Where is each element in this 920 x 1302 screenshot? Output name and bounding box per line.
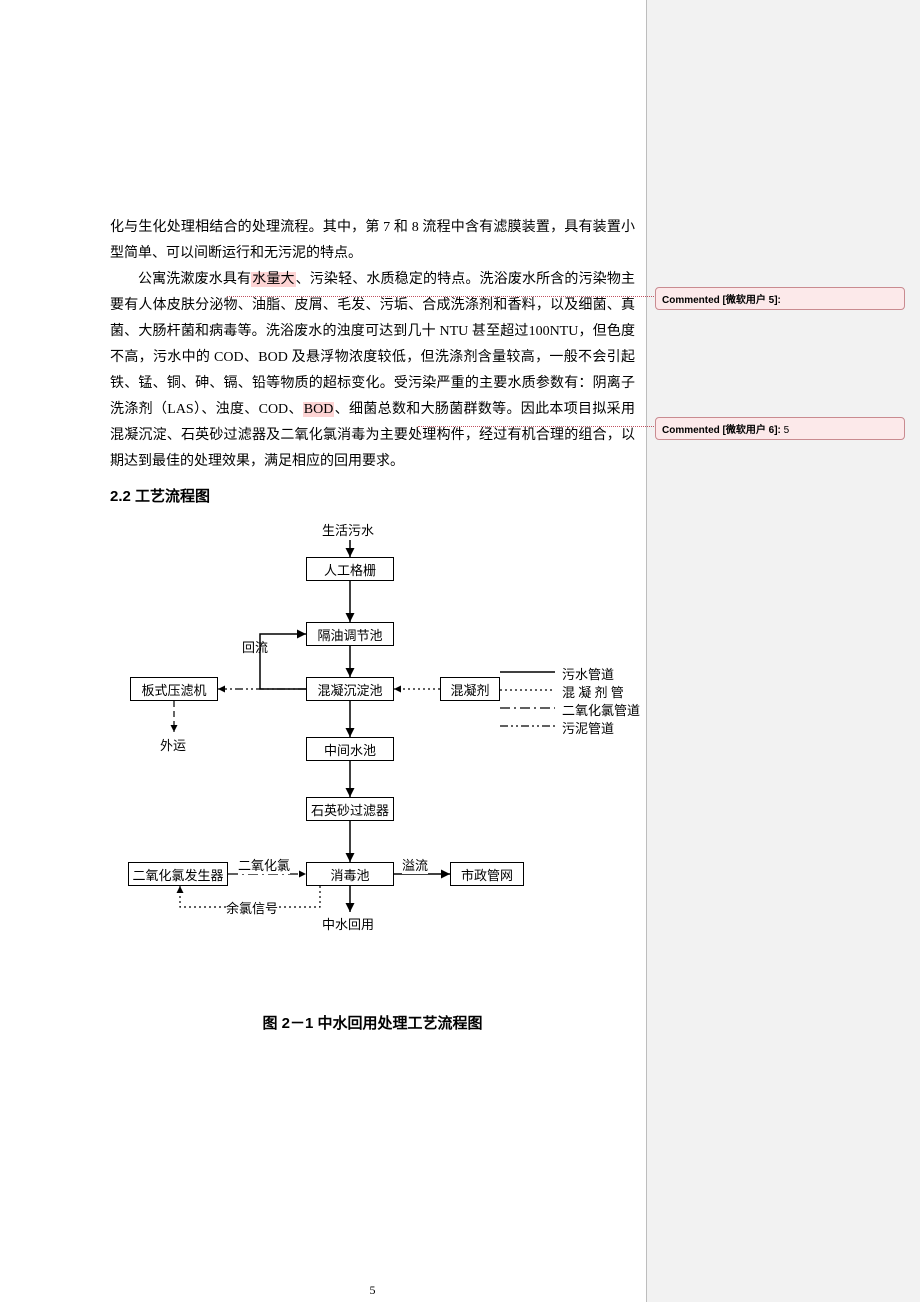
node-quartz: 石英砂过滤器 [306,797,394,821]
legend-3: 二氧化氯管道 [562,700,640,719]
highlight-1: 水量大 [251,272,295,287]
p2-pre: 公寓洗漱废水具有 [138,272,251,287]
label-signal: 余氯信号 [226,898,278,917]
node-oil-tank: 隔油调节池 [306,622,394,646]
node-disinfect: 消毒池 [306,862,394,886]
flowchart: 生活污水 人工格栅 隔油调节池 混凝沉淀池 中间水池 石英砂过滤器 消毒池 板式… [110,512,635,982]
comment-margin: Commented [微软用户 5]: Commented [微软用户 6]: … [646,0,920,1302]
flow-end: 中水回用 [322,914,374,933]
comment-6-text: 5 [781,425,789,436]
comment-6[interactable]: Commented [微软用户 6]: 5 [655,417,905,440]
p2-mid: 、污染轻、水质稳定的特点。洗浴废水所含的污染物主要有人体皮肤分泌物、油脂、皮屑、… [110,272,635,417]
section-title: 2.2 工艺流程图 [110,485,635,506]
label-clo2: 二氧化氯 [238,855,290,874]
highlight-2: BOD [303,402,335,417]
label-overflow: 溢流 [402,855,428,874]
flow-start: 生活污水 [322,520,374,539]
page-content: 化与生化处理相结合的处理流程。其中，第 7 和 8 流程中含有滤膜装置，具有装置… [110,215,635,1033]
paragraph-2: 公寓洗漱废水具有水量大、污染轻、水质稳定的特点。洗浴废水所含的污染物主要有人体皮… [110,267,635,475]
node-coagulant: 混凝剂 [440,677,500,701]
figure-caption: 图 2－1 中水回用处理工艺流程图 [110,1012,635,1033]
paragraph-1: 化与生化处理相结合的处理流程。其中，第 7 和 8 流程中含有滤膜装置，具有装置… [110,215,635,267]
node-coag: 混凝沉淀池 [306,677,394,701]
comment-6-label: Commented [微软用户 6]: [662,425,781,436]
node-municipal: 市政管网 [450,862,524,886]
comment-5-label: Commented [微软用户 5]: [662,295,781,306]
label-export: 外运 [160,735,186,754]
legend-4: 污泥管道 [562,718,614,737]
legend-2: 混 凝 剂 管 [562,682,624,701]
node-clo2-gen: 二氧化氯发生器 [128,862,228,886]
node-mid-tank: 中间水池 [306,737,394,761]
legend-1: 污水管道 [562,664,614,683]
comment-5[interactable]: Commented [微软用户 5]: [655,287,905,310]
label-reflux: 回流 [242,640,258,655]
node-press: 板式压滤机 [130,677,218,701]
page-number: 5 [110,1283,635,1298]
node-screen: 人工格栅 [306,557,394,581]
